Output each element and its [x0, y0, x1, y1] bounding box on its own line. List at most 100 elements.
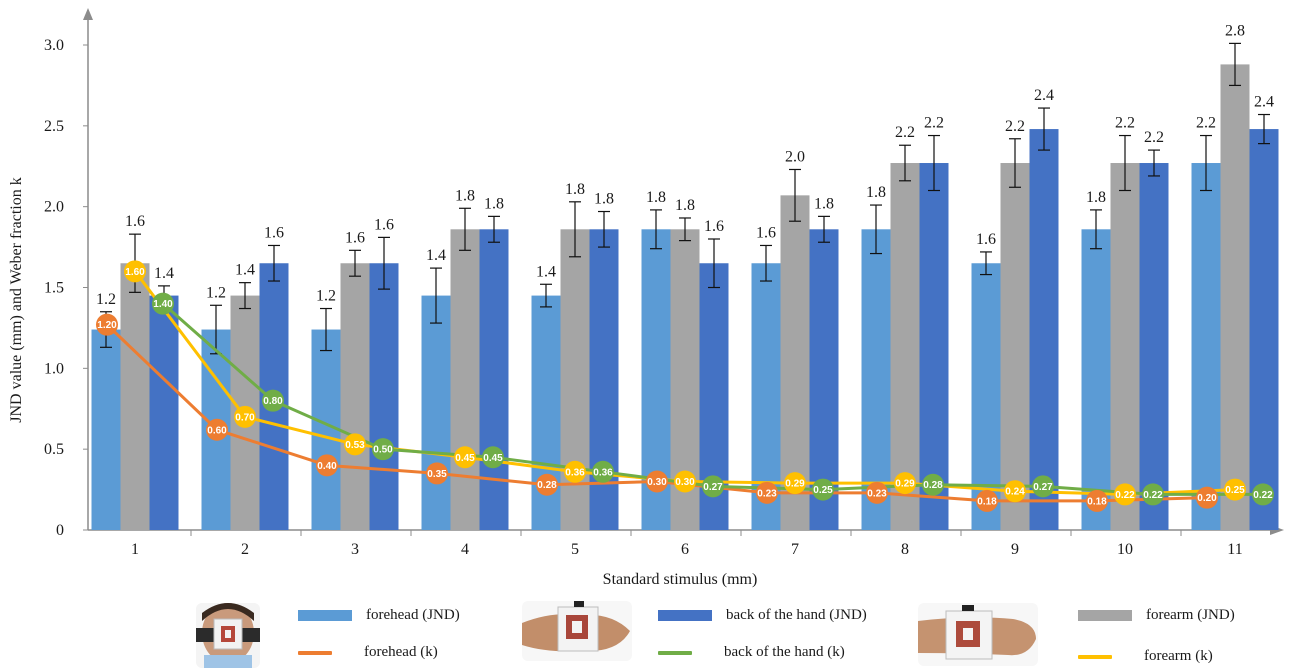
line-marker — [674, 470, 696, 493]
bar — [120, 263, 150, 530]
bar-value-label: 1.8 — [646, 189, 666, 206]
bar-value-label: 1.4 — [426, 247, 446, 264]
bar-value-label: 1.6 — [704, 218, 724, 235]
line-value-label: 0.45 — [483, 453, 503, 464]
bar — [421, 295, 451, 530]
line-value-label: 0.27 — [703, 482, 723, 493]
x-tick-label: 6 — [681, 541, 689, 558]
forehead-photo-icon — [196, 603, 260, 668]
line-marker — [454, 446, 476, 469]
line-marker — [1224, 478, 1246, 501]
line-value-label: 0.27 — [1033, 482, 1053, 493]
bar-value-label: 1.2 — [316, 288, 336, 305]
line-marker — [756, 481, 778, 504]
bar-value-label: 1.6 — [374, 216, 394, 233]
line-marker — [976, 489, 998, 512]
bar — [149, 295, 179, 530]
legend-hand-jnd: back of the hand (JND) — [658, 607, 867, 624]
y-axis-label: JND value (mm) and Weber fraction k — [8, 177, 25, 422]
bar — [1110, 163, 1140, 530]
bar — [919, 163, 949, 530]
bar-value-label: 1.8 — [1086, 189, 1106, 206]
line-value-label: 0.24 — [1005, 487, 1025, 498]
bar-value-label: 1.8 — [866, 184, 886, 201]
line-value-label: 0.22 — [1253, 490, 1273, 501]
line-value-label: 0.23 — [757, 488, 777, 499]
x-tick-label: 8 — [901, 541, 909, 558]
line-marker — [812, 478, 834, 501]
line-value-label: 0.36 — [565, 467, 585, 478]
forearm-photo-icon — [918, 603, 1038, 666]
line-marker — [96, 313, 118, 336]
line-value-label: 0.53 — [345, 440, 365, 451]
line-marker — [262, 389, 284, 412]
line-marker — [784, 472, 806, 495]
line-value-label: 0.28 — [923, 480, 943, 491]
x-tick-label: 2 — [241, 541, 249, 558]
bar-value-label: 2.2 — [1005, 118, 1025, 135]
forearm-jnd-swatch — [1078, 610, 1132, 621]
bar-value-label: 1.2 — [96, 291, 116, 308]
legend-hand-k-label: back of the hand (k) — [724, 644, 845, 660]
bar — [1081, 229, 1111, 531]
bar — [589, 229, 619, 531]
bar — [1139, 163, 1169, 530]
bar-value-label: 1.4 — [536, 263, 556, 280]
line-marker — [894, 472, 916, 495]
line-marker — [372, 438, 394, 461]
bar — [1220, 64, 1250, 531]
legend-forearm-jnd-label: forearm (JND) — [1146, 607, 1235, 623]
line-marker — [1004, 480, 1026, 503]
legend-forehead-k-label: forehead (k) — [364, 644, 438, 660]
bar-value-label: 2.2 — [1115, 115, 1135, 132]
line-marker — [234, 405, 256, 428]
line-marker — [922, 473, 944, 496]
bar-value-label: 2.8 — [1225, 22, 1245, 39]
line-value-label: 0.45 — [455, 453, 475, 464]
bar-value-label: 2.4 — [1034, 87, 1054, 104]
x-tick-label: 5 — [571, 541, 579, 558]
bar — [1029, 129, 1059, 531]
bar-value-label: 1.6 — [345, 229, 365, 246]
bar — [479, 229, 509, 531]
legend: forehead (JND) forehead (k) back of the … — [0, 600, 1289, 668]
line-value-label: 0.18 — [1087, 496, 1107, 507]
bar-value-label: 1.8 — [814, 195, 834, 212]
y-tick-label: 1.5 — [44, 280, 64, 297]
bar — [1191, 163, 1221, 530]
bar — [340, 263, 370, 530]
line-marker — [344, 433, 366, 456]
line-value-label: 0.28 — [537, 480, 557, 491]
line-value-label: 0.29 — [895, 479, 915, 490]
bar-value-label: 1.6 — [756, 224, 776, 241]
forearm-sensor-photo — [918, 603, 1038, 666]
line-marker — [482, 446, 504, 469]
line-value-label: 0.36 — [593, 467, 613, 478]
y-tick-label: 0.5 — [44, 441, 64, 458]
line-marker — [152, 292, 174, 315]
chart: 0 0.5 1.0 1.5 2.0 2.5 3.0 1 2 3 4 5 6 7 8 9 10 11 1.2 1.2 1.… — [8, 8, 1284, 588]
bar — [890, 163, 920, 530]
bar-value-label: 1.4 — [235, 262, 255, 279]
bar-value-label: 2.4 — [1254, 94, 1274, 111]
legend-forearm-jnd: forearm (JND) — [1078, 607, 1235, 624]
line-value-label: 0.22 — [1115, 490, 1135, 501]
x-tick-label: 1 — [131, 541, 139, 558]
bar — [1000, 163, 1030, 530]
legend-forearm-k-label: forearm (k) — [1144, 648, 1213, 664]
legend-forearm-k: forearm (k) — [1078, 648, 1213, 665]
forehead-sensor-photo — [196, 603, 260, 668]
line-marker — [702, 475, 724, 498]
forehead-k-swatch — [298, 650, 332, 655]
bar-value-label: 1.6 — [264, 224, 284, 241]
line-marker — [1252, 483, 1274, 506]
line-marker — [564, 460, 586, 483]
y-tick-label: 3.0 — [44, 37, 64, 54]
line-marker — [866, 481, 888, 504]
forehead-jnd-swatch — [298, 610, 352, 621]
y-tick-label: 1.0 — [44, 360, 64, 377]
line-value-label: 0.23 — [867, 488, 887, 499]
x-tick-label: 11 — [1227, 541, 1242, 558]
bar-value-label: 1.6 — [125, 213, 145, 230]
bar-value-label: 2.0 — [785, 148, 805, 165]
